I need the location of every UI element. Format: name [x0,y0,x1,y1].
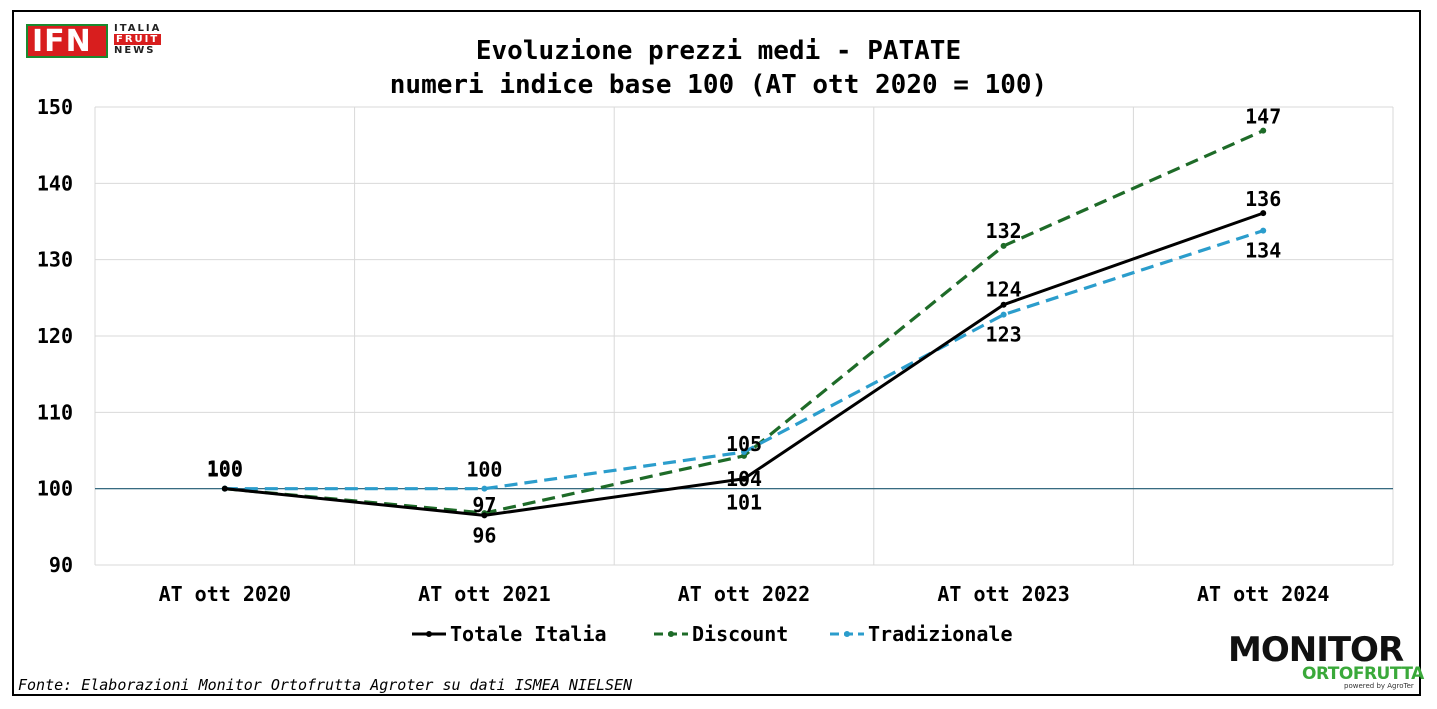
data-label: 147 [1245,105,1281,129]
y-tick-label: 140 [37,171,73,195]
ifn-logo-line1: ITALIA [114,23,162,34]
x-tick-label: AT ott 2023 [937,582,1069,606]
data-label: 101 [726,491,762,515]
legend-label: Totale Italia [450,622,607,646]
data-point [481,512,488,519]
chart-title: Evoluzione prezzi medi - PATATE [475,36,962,66]
chart-subtitle: numeri indice base 100 (AT ott 2020 = 10… [389,70,1048,100]
source-note: Fonte: Elaborazioni Monitor Ortofrutta A… [18,676,633,694]
data-point [1000,301,1007,308]
data-point [1260,210,1267,217]
monitor-logo-tiny: powered by AgroTer [1344,682,1414,690]
legend-item-tradizionale: Tradizionale [830,622,1013,646]
data-label: 96 [472,523,496,547]
data-point [1000,242,1007,249]
monitor-logo-word: MONITOR [1228,630,1404,670]
data-label: 100 [466,458,502,482]
data-label: 124 [986,278,1022,302]
data-point [1260,127,1267,134]
data-label: 100 [207,457,243,481]
data-label: 104 [726,467,762,491]
series-layer [221,127,1267,519]
y-tick-label: 120 [37,324,73,348]
ifn-logo-block: IFN [26,24,108,59]
y-tick-label: 90 [49,553,73,577]
data-label: 132 [986,219,1022,243]
y-tick-label: 100 [37,477,73,501]
legend-label: Tradizionale [868,622,1013,646]
ifn-logo-line2: FRUIT [114,34,162,45]
y-tick-label: 110 [37,400,73,424]
data-point [221,485,228,492]
data-point [1000,311,1007,318]
legend-item-totale-italia: Totale Italia [412,622,607,646]
data-label: 136 [1245,187,1281,211]
data-label: 123 [986,323,1022,347]
x-tick-label: AT ott 2022 [678,582,810,606]
data-point [741,475,747,482]
x-tick-label: AT ott 2024 [1197,582,1329,606]
italia-fruit-news-logo: IFN ITALIA FRUIT NEWS [26,23,176,64]
data-point [481,485,488,492]
data-point [1260,227,1267,234]
x-axis: AT ott 2020 AT ott 2021 AT ott 2022 AT ott … [159,582,1330,606]
monitor-logo-sub: ORTOFRUTTA [1302,664,1424,684]
legend-label: Discount [692,622,788,646]
data-label: 100 [207,458,243,482]
data-point [741,449,747,456]
y-tick-label: 130 [37,248,73,272]
legend-marker [844,631,850,637]
x-tick-label: AT ott 2020 [159,582,291,606]
data-label: 134 [1245,239,1281,263]
monitor-ortofrutta-logo: MONITOR ORTOFRUTTA powered by AgroTer [1226,630,1424,692]
y-axis: 90 100 110 120 130 140 150 [37,95,73,577]
ifn-logo-side-text: ITALIA FRUIT NEWS [114,23,162,56]
x-tick-label: AT ott 2021 [418,582,550,606]
data-label: 105 [726,432,762,456]
ifn-logo-letters: IFN [32,24,92,59]
legend-marker [426,631,432,637]
ifn-logo-line3: NEWS [114,45,156,56]
legend-item-discount: Discount [654,622,788,646]
legend: Totale Italia Discount Tradizionale [412,622,1013,646]
chart-frame [12,10,1421,696]
data-label: 97 [472,493,496,517]
y-tick-label: 150 [37,95,73,119]
legend-marker [668,631,674,637]
